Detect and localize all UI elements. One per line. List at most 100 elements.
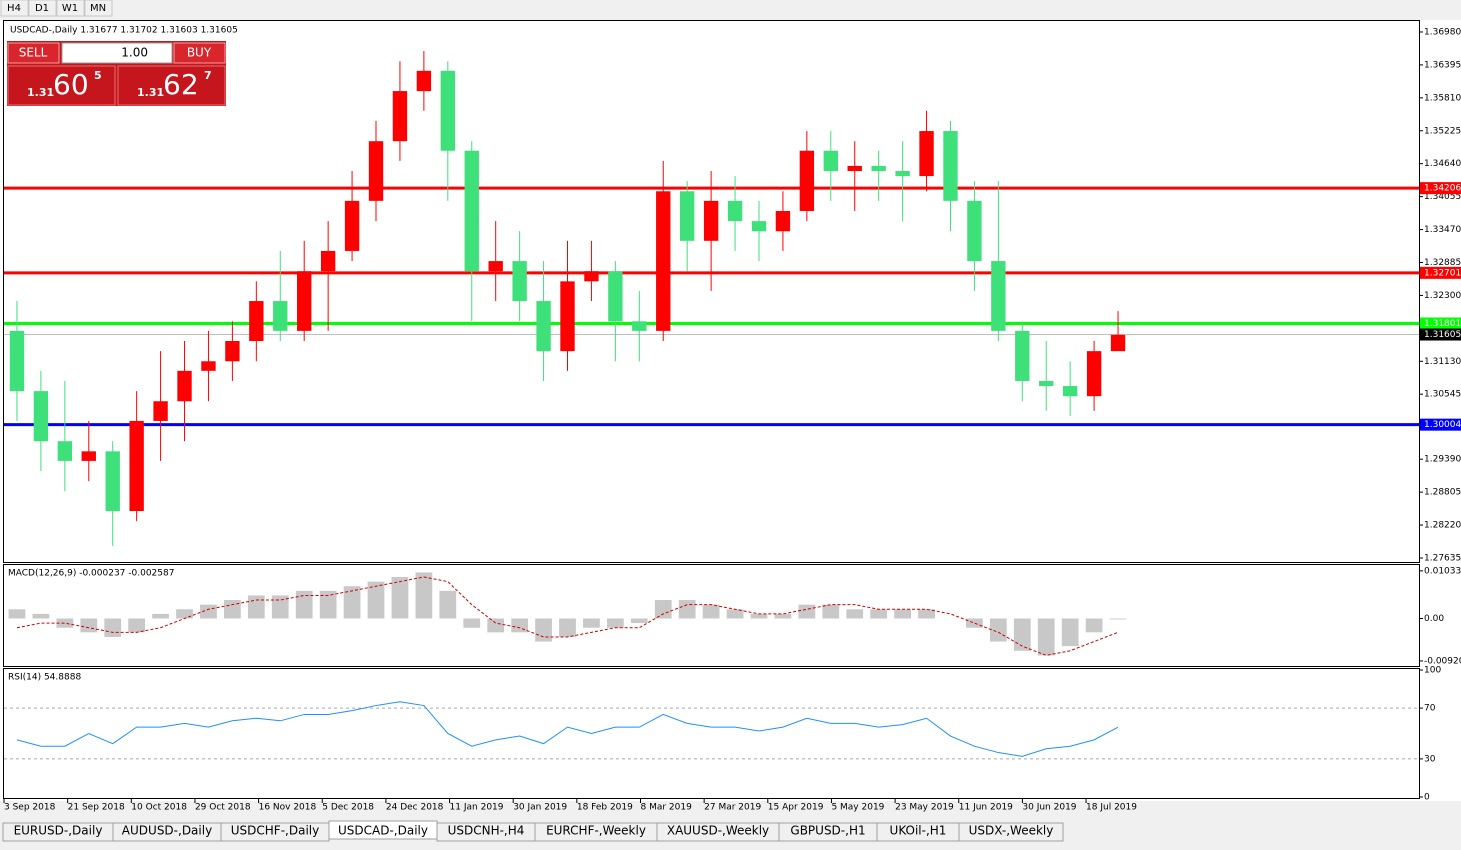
candle-body [249,301,264,342]
candle-body [105,451,120,512]
macd-bar [1109,618,1127,620]
tab-label[interactable]: USDCNH-,H4 [448,824,525,838]
candle-body [57,441,73,461]
candle-body [177,370,192,402]
candle-body [320,250,336,272]
candle-body [392,91,408,142]
macd-bar [295,590,313,619]
y-tick-label: 1.28805 [1424,488,1461,498]
macd-bar [726,609,744,619]
macd-bar [966,618,983,628]
timeframe-button[interactable] [84,0,113,17]
timeframe-label[interactable]: H4 [7,3,21,14]
candle-body [416,70,432,92]
candle-body [871,165,886,172]
candle-body [9,330,25,392]
buy-price[interactable] [117,65,226,106]
macd-bar [104,618,122,637]
sell-button[interactable] [7,42,60,64]
y-tick-label: 1.35810 [1424,93,1461,103]
timeframe-button[interactable] [28,0,57,17]
candle-body [1062,386,1078,397]
y-tick-label: 1.32885 [1424,258,1461,268]
date-label: 29 Oct 2018 [195,803,251,813]
level-tag [1420,182,1461,195]
macd-bar [606,618,624,628]
timeframe-label[interactable]: MN [90,3,106,14]
tab-label[interactable]: GBPUSD-,H1 [790,824,865,838]
tab-label[interactable]: EURCHF-,Weekly [546,824,646,838]
rsi-panel [3,668,1420,799]
rsi-label: RSI(14) 54.8888 [8,673,81,683]
current-price-tag [1420,328,1461,341]
date-label: 16 Nov 2018 [259,803,317,813]
tab[interactable] [958,822,1064,842]
trade-panel: SELL 1.00 BUY 1.31 60 5 1.31 62 7 [7,41,226,106]
buy-pip: 7 [204,69,212,82]
timeframe-button[interactable] [56,0,85,17]
macd-bar [678,600,696,619]
buy-big: 1.31 [137,86,164,99]
candle-body [297,271,312,331]
candle-body [584,271,599,282]
main-panel [3,20,1420,563]
macd-bar [654,600,672,619]
timeframe-label[interactable]: W1 [62,3,78,14]
macd-bar [391,576,409,619]
candle-body [1015,330,1030,381]
macd-bar [894,609,911,619]
macd-bar [989,618,1007,642]
macd-bar [415,572,433,619]
candle-body [703,200,719,241]
macd-bar [32,613,50,619]
tab-label[interactable]: USDCAD-,Daily [338,824,428,838]
level-label: 1.32701 [1424,268,1461,278]
y-tick-label: 1.32300 [1424,291,1461,301]
candle-body [33,391,49,442]
macd-label: MACD(12,26,9) -0.000237 -0.002587 [8,569,174,579]
candle-body [560,281,575,352]
date-label: 5 Dec 2018 [322,803,374,813]
candle-body [991,261,1006,331]
y-tick-label: 1.35225 [1424,126,1461,136]
sell-price[interactable] [7,65,116,106]
candle-body [751,221,767,232]
candle-body [919,131,934,177]
tab-label[interactable]: EURUSD-,Daily [14,824,103,838]
date-label: 30 Jun 2019 [1022,803,1076,813]
chart-title: USDCAD-,Daily 1.31677 1.31702 1.31603 1.… [10,26,238,36]
timeframe-button[interactable] [0,0,29,17]
sell-label[interactable]: SELL [19,46,48,60]
tab-label[interactable]: USDCHF-,Daily [231,824,319,838]
candle-body [536,301,551,352]
tab-label[interactable]: AUDUSD-,Daily [122,824,212,838]
macd-bar [1061,618,1079,647]
macd-bar [630,618,648,624]
tab-label[interactable]: XAUUSD-,Weekly [667,824,769,838]
tab-label[interactable]: UKOil-,H1 [890,824,947,838]
timeframe-label[interactable]: D1 [35,3,49,14]
macd-bar [152,613,169,619]
level-label: 1.30004 [1424,420,1461,430]
level-tag [1420,418,1461,431]
current-price-label: 1.31605 [1424,330,1461,340]
level-tag [1420,317,1461,330]
macd-panel [3,564,1420,667]
date-label: 11 Jan 2019 [450,803,504,813]
macd-bar [463,618,481,628]
date-label: 11 Jun 2019 [959,803,1013,813]
candle-body [943,131,958,201]
date-label: 23 May 2019 [895,803,954,813]
date-label: 5 May 2019 [831,803,884,813]
lot-input[interactable] [61,42,173,64]
tab-label[interactable]: USDX-,Weekly [969,824,1054,838]
buy-button[interactable] [173,42,226,64]
chart-area [0,20,1461,801]
y-tick-label: 1.29390 [1424,455,1461,465]
candle-body [680,191,695,241]
candle-body [967,200,982,262]
date-label: 27 Mar 2019 [704,803,761,813]
candle-body [512,261,527,302]
buy-label[interactable]: BUY [187,46,212,60]
